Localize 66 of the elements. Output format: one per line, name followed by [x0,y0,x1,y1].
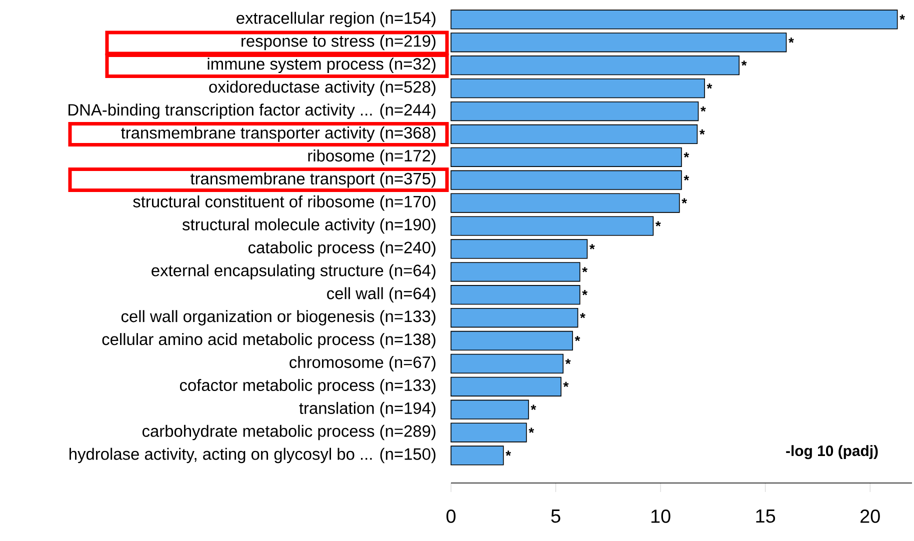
data-label: * [580,312,586,318]
data-label: * [706,84,712,89]
bar [450,124,698,144]
y-tick-label: cell wall (n=64) [327,287,436,302]
y-tick-label: chromosome (n=67) [290,356,436,372]
data-label: * [565,358,571,364]
bar [450,101,699,122]
y-tick-label: hydrolase activity, acting on glycosyl bo ... (n=150) [70,448,436,464]
data-label: * [506,450,512,456]
data-label: * [900,14,905,20]
bar [450,78,705,98]
x-tick-label: 20 [860,510,880,523]
bar [450,422,527,442]
y-tick-label: cofactor metabolic process (n=133) [180,378,436,394]
x-tick-label: 5 [551,510,560,523]
bar [450,330,573,351]
y-tick-label: cellular amino acid metabolic process (n=138) [102,333,436,348]
bar [450,56,740,76]
bar [450,376,562,396]
data-label: * [589,244,595,250]
x-axis-title: -log 10 (padj) [786,445,878,460]
data-label: * [682,198,688,204]
data-label: * [700,106,706,112]
y-tick-label: carbohydrate metabolic process (n=289) [142,424,436,440]
data-label: * [684,152,690,158]
y-tick-label: transmembrane transporter activity (n=368) [121,126,436,142]
y-tick-label: catabolic process (n=240) [248,241,436,257]
bar [450,446,504,466]
data-label: * [684,175,690,180]
bar [450,262,580,282]
data-label: * [582,267,588,272]
bar [450,354,564,374]
y-tick-label: extracellular region (n=154) [236,12,436,28]
y-tick-label: transmembrane transport (n=375) [190,172,436,188]
y-tick-label: cell wall organization or biogenesis (n=133) [121,310,436,326]
bar [450,285,580,305]
y-tick-label: oxidoreductase activity (n=528) [209,80,436,96]
data-label: * [563,382,569,388]
y-tick-label: structural constituent of ribosome (n=170) [133,195,436,211]
data-label: * [582,290,588,296]
bar [450,170,682,190]
data-label: * [699,129,705,135]
x-tick-label: 15 [756,510,776,523]
data-label: * [528,428,534,433]
x-tick-label: 10 [651,510,670,523]
data-label: * [741,60,747,66]
bar [450,193,680,213]
y-tick-label: response to stress (n=219) [242,34,436,50]
bar [450,400,529,420]
data-label: * [788,38,794,43]
data-label: * [574,336,580,342]
bar [450,216,654,236]
data-label: * [655,221,661,226]
x-tick-label: 0 [446,510,456,523]
y-tick-label: translation (n=194) [299,402,436,418]
data-label: * [530,404,536,410]
bar [450,308,578,328]
y-tick-label: external encapsulating structure (n=64) [152,264,436,280]
y-tick-label: DNA-binding transcription factor activity ... (n=244) [68,104,436,119]
bar [450,239,588,259]
bar [450,10,898,30]
bar [450,32,787,52]
y-tick-label: ribosome (n=172) [308,150,436,165]
y-tick-label: immune system process (n=32) [208,58,436,74]
y-tick-label: structural molecule activity (n=190) [182,218,436,234]
bar [450,147,682,167]
